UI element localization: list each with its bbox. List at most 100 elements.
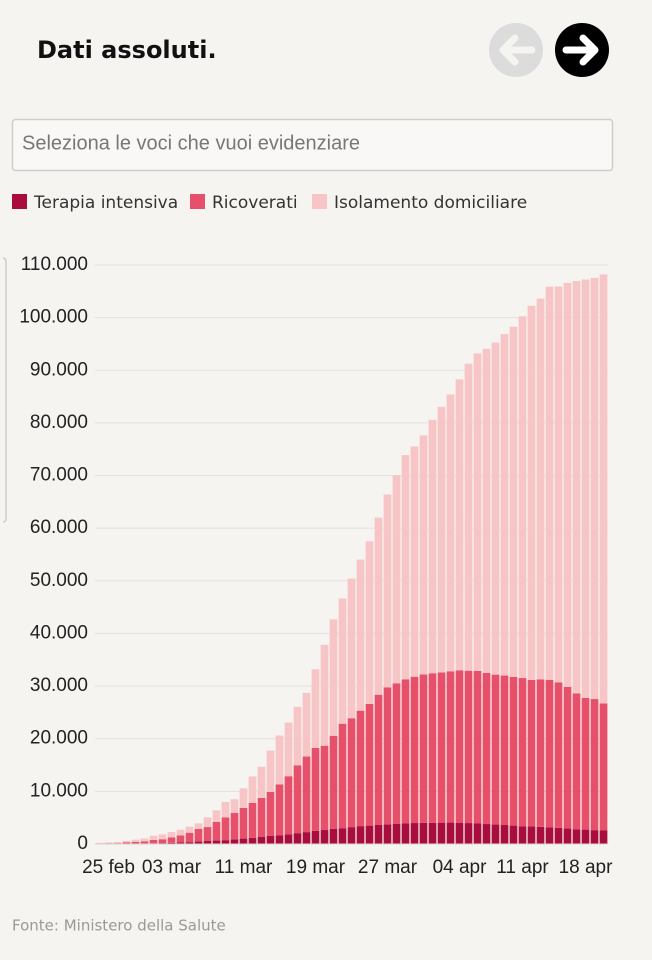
bar-segment <box>176 835 185 843</box>
bar-segment <box>473 823 482 844</box>
bar-segment <box>275 735 284 785</box>
bar-segment <box>347 718 356 828</box>
bar-segment <box>563 828 572 844</box>
bar-segment <box>383 687 392 825</box>
bar-segment <box>590 830 599 844</box>
bar-segment <box>464 363 473 671</box>
legend-swatch <box>12 194 27 209</box>
bar-segment <box>329 828 338 844</box>
bar-segment <box>212 840 221 844</box>
bar-segment <box>230 799 239 813</box>
bar-segment <box>167 832 176 838</box>
bar-segment <box>509 676 518 826</box>
y-tick-label: 80.000 <box>30 412 88 433</box>
prev-button[interactable] <box>489 23 543 77</box>
bar-segment <box>311 669 320 748</box>
bar-segment <box>167 837 176 843</box>
bar-segment <box>239 807 248 839</box>
bar-segment <box>572 693 581 830</box>
bar-segment <box>158 834 167 840</box>
bar-segment <box>446 671 455 823</box>
bar-segment <box>455 379 464 671</box>
bar-segment <box>230 812 239 840</box>
y-tick-label: 40.000 <box>30 622 88 643</box>
bar-segment <box>284 722 293 777</box>
x-tick-label: 27 mar <box>358 857 418 878</box>
bar-segment <box>374 824 383 844</box>
bar-segment <box>518 678 527 827</box>
bar-segment <box>347 827 356 844</box>
x-tick-label: 04 apr <box>433 857 488 878</box>
bar-segment <box>293 706 302 766</box>
bar-segment <box>455 822 464 844</box>
bar-segment <box>464 823 473 844</box>
bar-segment <box>446 394 455 672</box>
y-tick-label: 100.000 <box>19 307 88 328</box>
next-button[interactable] <box>555 23 609 77</box>
bar-segment <box>491 824 500 844</box>
bar-segment <box>284 776 293 835</box>
bar-segment <box>356 559 365 711</box>
x-tick-label: 03 mar <box>142 857 202 878</box>
bar-segment <box>239 838 248 844</box>
bar-segment <box>518 826 527 844</box>
bar-segment <box>275 835 284 844</box>
bar-segment <box>401 823 410 844</box>
bar-segment <box>527 679 536 827</box>
bar-segment <box>428 673 437 823</box>
y-tick-label: 50.000 <box>30 570 88 591</box>
bar-segment <box>392 475 401 684</box>
bar-segment <box>473 353 482 671</box>
bar-segment <box>248 776 257 803</box>
x-tick-label: 11 apr <box>496 857 549 878</box>
bar-segment <box>302 832 311 844</box>
bar-segment <box>446 822 455 844</box>
bar-segment <box>545 679 554 828</box>
bar-segment <box>212 810 221 822</box>
bar-segment <box>410 446 419 677</box>
bar-segment <box>419 674 428 823</box>
bar-segment <box>437 672 446 823</box>
bar-segment <box>527 305 536 680</box>
bar-segment <box>221 801 230 818</box>
legend-swatch <box>312 194 327 209</box>
bar-segment <box>176 842 185 844</box>
bar-segment <box>401 455 410 680</box>
bar-segment <box>536 298 545 680</box>
bar-segment <box>149 839 158 844</box>
bar-segment <box>266 836 275 844</box>
x-tick-label: 25 feb <box>82 857 135 878</box>
bar-segment <box>500 675 509 826</box>
bar-segment <box>482 824 491 844</box>
bar-segment <box>563 282 572 687</box>
bar-segment <box>257 766 266 798</box>
source: Fonte: Ministero della Salute <box>12 917 226 935</box>
y-tick-label: 60.000 <box>30 517 88 538</box>
bar-segment <box>221 840 230 844</box>
bar-segment <box>230 839 239 844</box>
bar-segment <box>257 797 266 838</box>
bar-segment <box>248 802 257 838</box>
y-tick-label: 30.000 <box>30 675 88 696</box>
bar-segment <box>221 817 230 841</box>
bar-segment <box>482 672 491 825</box>
bar-segment <box>104 842 113 844</box>
bar-segment <box>203 817 212 828</box>
bar-segment <box>113 841 122 844</box>
bar-segment <box>203 827 212 842</box>
y-tick-label: 20.000 <box>30 728 88 749</box>
bar-segment <box>392 683 401 824</box>
bar-segment <box>536 826 545 844</box>
chart-title: Dati assoluti. <box>37 36 217 64</box>
bar-segment <box>392 823 401 844</box>
bar-segment <box>167 842 176 844</box>
bar-segment <box>149 835 158 840</box>
bar-segment <box>374 694 383 825</box>
side-handle <box>2 257 7 523</box>
bar-segment <box>500 825 509 844</box>
search-box[interactable]: Seleziona le voci che vuoi evidenziare <box>11 118 614 172</box>
bar-segment <box>428 822 437 844</box>
bar-segment <box>509 825 518 844</box>
bar-segment <box>383 824 392 844</box>
